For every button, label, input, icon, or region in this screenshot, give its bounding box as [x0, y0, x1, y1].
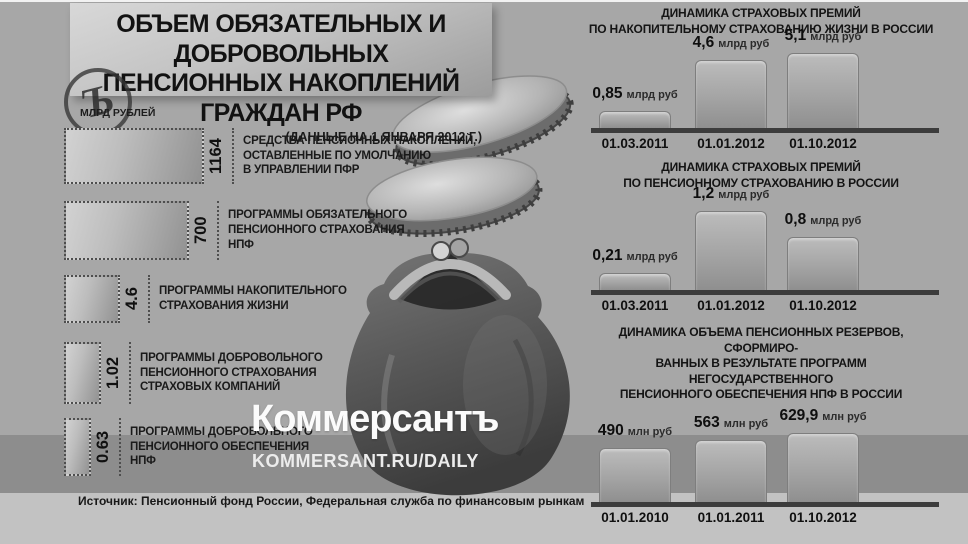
bar-pfr: [64, 128, 204, 184]
bar-column: 490 млн руб: [592, 422, 678, 502]
chart-plot: 0,21 млрд руб 1,2 млрд руб 0,8 млрд руб: [585, 185, 939, 296]
coin-icon: [365, 156, 543, 237]
chart-title: ДИНАМИКА СТРАХОВЫХ ПРЕМИЙ ПО ПЕНСИОННОМУ…: [623, 160, 899, 190]
source-note: Источник: Пенсионный фонд России, Федера…: [78, 494, 585, 508]
bar-life-insurance: [64, 275, 120, 323]
bar-value-label: 700: [192, 216, 210, 245]
title-plate: ОБЪЕМ ОБЯЗАТЕЛЬНЫХ И ДОБРОВОЛЬНЫХ ПЕНСИО…: [70, 3, 492, 144]
bar-voluntary-insurance: [64, 342, 101, 404]
bar-value-label: 4,6 млрд руб: [692, 34, 770, 52]
page-subtitle: (ДАННЫЕ НА 1 ЯНВАРЯ 2012 Г.): [285, 130, 482, 144]
x-axis-labels: 01.01.2010 01.01.2011 01.10.2012: [601, 509, 857, 525]
bar: [695, 60, 767, 129]
bar-value-label: 0.63: [94, 430, 112, 464]
bar: [599, 447, 671, 502]
chart-life-insurance-premiums: ДИНАМИКА СТРАХОВЫХ ПРЕМИЙ ПО НАКОПИТЕЛЬН…: [585, 6, 939, 154]
bar-value-label: 0,21 млрд руб: [592, 247, 678, 265]
chart-pension-reserves: ДИНАМИКА ОБЪЕМА ПЕНСИОННЫХ РЕЗЕРВОВ, СФО…: [585, 325, 939, 528]
bar-description: ПРОГРАММЫ ДОБРОВОЛЬНОГО ПЕНСИОННОГО СТРА…: [129, 342, 323, 404]
page-title-line2: ПЕНСИОННЫХ НАКОПЛЕНИЙ ГРАЖДАН РФ: [102, 69, 460, 127]
bar-value-label: 1164: [207, 138, 225, 174]
purse-icon: [345, 238, 570, 496]
bar-column: 0,85 млрд руб: [592, 85, 678, 129]
units-label: МЛРД РУБЛЕЙ: [80, 107, 156, 119]
bar-column: 1,2 млрд руб: [688, 185, 774, 291]
chart-pension-insurance-premiums: ДИНАМИКА СТРАХОВЫХ ПРЕМИЙ ПО ПЕНСИОННОМУ…: [585, 160, 939, 316]
bar-description: ПРОГРАММЫ ОБЯЗАТЕЛЬНОГО ПЕНСИОННОГО СТРА…: [217, 201, 407, 260]
bar-value-label: 490 млн руб: [597, 421, 673, 439]
x-axis-line: [591, 501, 939, 507]
coin-icon: [392, 75, 574, 169]
bar-value-label: 563 млн руб: [693, 413, 769, 431]
bar-value-label: 0,8 млрд руб: [784, 211, 862, 229]
bar: [787, 237, 859, 291]
x-axis-labels: 01.03.2011 01.01.2012 01.10.2012: [601, 136, 857, 152]
bar-column: 629,9 млн руб: [779, 407, 867, 502]
bar-column: 563 млн руб: [688, 414, 774, 502]
bar-value-label: 5,1 млрд руб: [784, 27, 862, 45]
bar-description: СРЕДСТВА ПЕНСИОННЫХ НАКОПЛЕНИЙ, ОСТАВЛЕН…: [232, 128, 476, 184]
bar: [787, 53, 859, 129]
chart-title: ДИНАМИКА СТРАХОВЫХ ПРЕМИЙ ПО НАКОПИТЕЛЬН…: [588, 6, 934, 36]
bar-column: 5,1 млрд руб: [780, 27, 866, 129]
purse-and-coins-illustration: [345, 75, 574, 496]
page-title-line1: ОБЪЕМ ОБЯЗАТЕЛЬНЫХ И ДОБРОВОЛЬНЫХ: [116, 10, 446, 68]
x-axis-line: [591, 290, 939, 296]
bar-description: ПРОГРАММЫ ДОБРОВОЛЬНОГО ПЕНСИОННОГО ОБЕС…: [119, 418, 313, 476]
bar-value-label: 629,9 млн руб: [779, 406, 867, 424]
bar-npf-voluntary: [64, 418, 91, 476]
bar-column: 0,21 млрд руб: [592, 247, 678, 291]
left-bar-row-npf-mandatory: 700 ПРОГРАММЫ ОБЯЗАТЕЛЬНОГО ПЕНСИОННОГО …: [64, 201, 484, 260]
left-bar-row-life-insurance: 4.6 ПРОГРАММЫ НАКОПИТЕЛЬНОГО СТРАХОВАНИЯ…: [64, 275, 484, 323]
bar-description: ПРОГРАММЫ НАКОПИТЕЛЬНОГО СТРАХОВАНИЯ ЖИЗ…: [148, 275, 347, 323]
bar-column: 4,6 млрд руб: [688, 34, 774, 129]
bar: [695, 211, 767, 291]
top-edge: [0, 0, 968, 2]
bar: [599, 111, 671, 129]
left-bar-row-pfr: 1164 СРЕДСТВА ПЕНСИОННЫХ НАКОПЛЕНИЙ, ОСТ…: [64, 128, 484, 184]
bar-npf-mandatory: [64, 201, 189, 260]
site-url: KOMMERSANT.RU/DAILY: [252, 451, 479, 471]
chart-plot: 490 млн руб 563 млн руб 629,9 млн руб: [585, 407, 939, 507]
bar-column: 0,8 млрд руб: [780, 211, 866, 291]
bar-value-label: 4.6: [123, 287, 141, 311]
left-bar-row-npf-voluntary: 0.63 ПРОГРАММЫ ДОБРОВОЛЬНОГО ПЕНСИОННОГО…: [64, 418, 484, 476]
bar-value-label: 1.02: [104, 356, 122, 390]
bar: [599, 273, 671, 291]
bar: [787, 432, 859, 502]
x-axis-line: [591, 128, 939, 134]
chart-title: ДИНАМИКА ОБЪЕМА ПЕНСИОННЫХ РЕЗЕРВОВ, СФО…: [618, 325, 904, 402]
left-bar-row-voluntary-insurance: 1.02 ПРОГРАММЫ ДОБРОВОЛЬНОГО ПЕНСИОННОГО…: [64, 342, 484, 404]
kommersant-wordmark: Коммерсантъ: [251, 398, 499, 440]
bar-value-label: 1,2 млрд руб: [692, 185, 770, 203]
chart-plot: 0,85 млрд руб 4,6 млрд руб 5,1 млрд руб: [585, 27, 939, 134]
kommersant-emblem-icon: Ъ: [64, 68, 132, 136]
x-axis-labels: 01.03.2011 01.01.2012 01.10.2012: [601, 298, 857, 314]
bar: [695, 439, 767, 502]
bar-value-label: 0,85 млрд руб: [592, 85, 678, 103]
